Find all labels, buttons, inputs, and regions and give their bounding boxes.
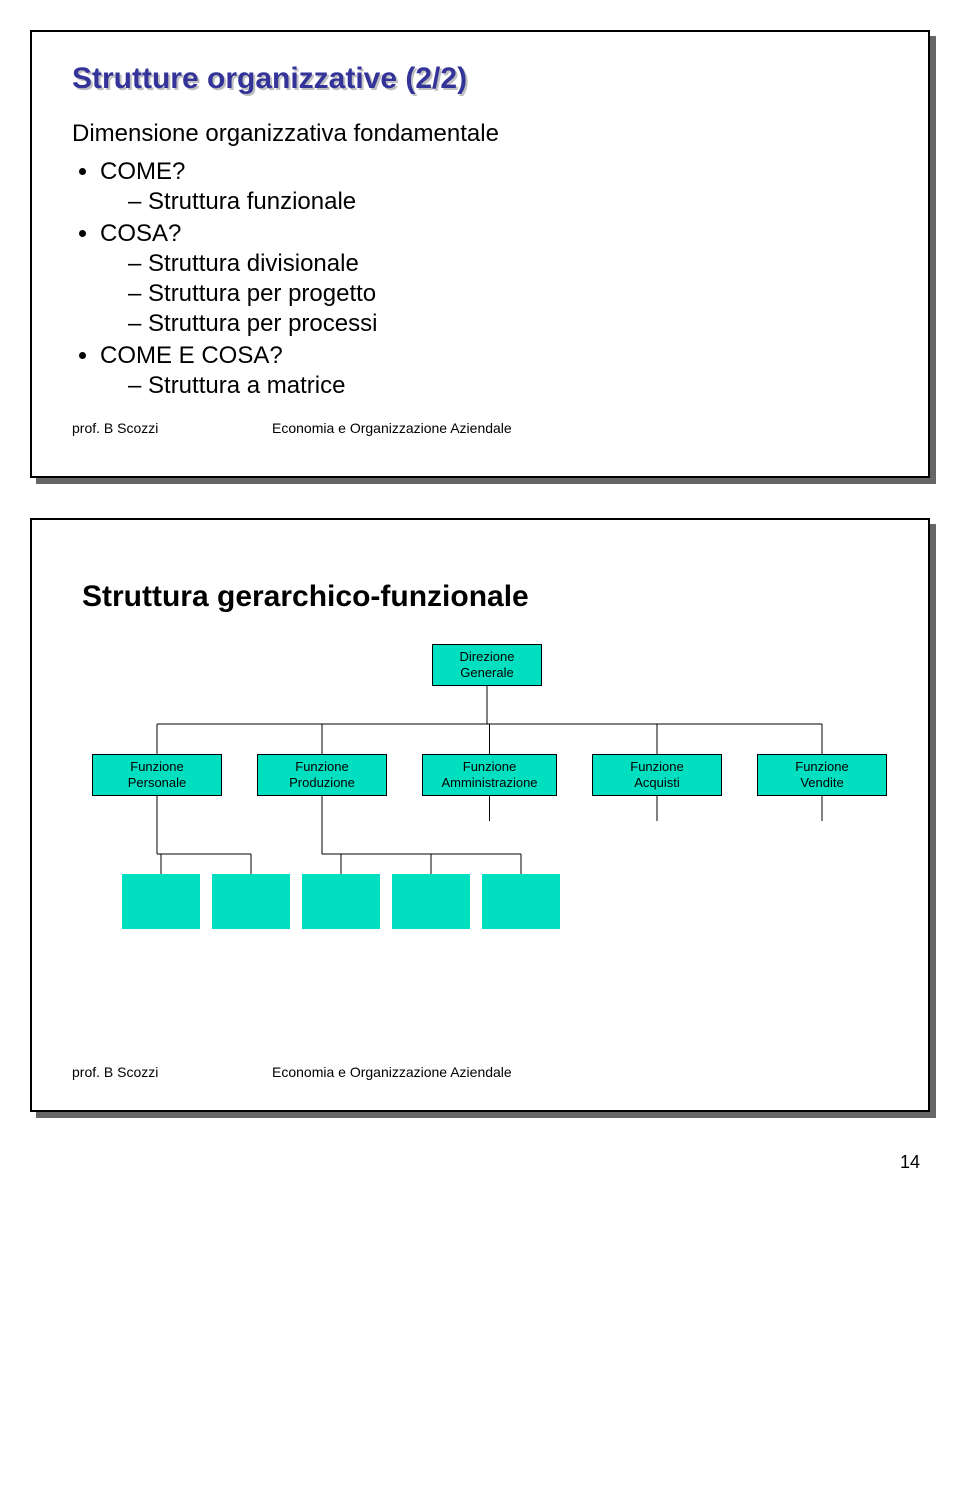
slide1-subtitle: Dimensione organizzativa fondamentale bbox=[72, 120, 888, 148]
org-block bbox=[122, 874, 200, 929]
org-block bbox=[392, 874, 470, 929]
org-node: FunzioneAcquisti bbox=[592, 754, 722, 796]
bullet-item: COSA?Struttura divisionaleStruttura per … bbox=[100, 220, 888, 338]
org-block bbox=[482, 874, 560, 929]
sub-bullet-item: Struttura funzionale bbox=[128, 188, 888, 216]
org-block bbox=[212, 874, 290, 929]
org-chart: DirezioneGenerale FunzionePersonale Funzio… bbox=[72, 644, 888, 1044]
sub-bullet-item: Struttura per progetto bbox=[128, 280, 888, 308]
org-node: FunzioneVendite bbox=[757, 754, 887, 796]
slide-1: Strutture organizzative (2/2) Dimensione… bbox=[30, 30, 930, 478]
page-number: 14 bbox=[0, 1152, 920, 1173]
bullet-item: COME E COSA?Struttura a matrice bbox=[100, 342, 888, 400]
slide-2: Struttura gerarchico-funzionale Direzion… bbox=[30, 518, 930, 1112]
footer-author: prof. B Scozzi bbox=[72, 420, 272, 436]
slide1-footer: prof. B Scozzi Economia e Organizzazione… bbox=[72, 420, 888, 436]
sub-bullet-item: Struttura divisionale bbox=[128, 250, 888, 278]
slide2-title: Struttura gerarchico-funzionale bbox=[82, 580, 888, 614]
footer-course: Economia e Organizzazione Aziendale bbox=[272, 420, 888, 436]
org-node: FunzioneAmministrazione bbox=[422, 754, 557, 796]
slide1-list: COME?Struttura funzionaleCOSA?Struttura … bbox=[72, 158, 888, 400]
sub-bullet-item: Struttura a matrice bbox=[128, 372, 888, 400]
bullet-item: COME?Struttura funzionale bbox=[100, 158, 888, 216]
sub-bullet-item: Struttura per processi bbox=[128, 310, 888, 338]
slide2-footer: prof. B Scozzi Economia e Organizzazione… bbox=[72, 1064, 888, 1080]
org-node: DirezioneGenerale bbox=[432, 644, 542, 686]
org-node: FunzionePersonale bbox=[92, 754, 222, 796]
footer-author: prof. B Scozzi bbox=[72, 1064, 272, 1080]
org-connectors bbox=[72, 644, 888, 1044]
footer-course: Economia e Organizzazione Aziendale bbox=[272, 1064, 888, 1080]
org-block bbox=[302, 874, 380, 929]
slide1-title: Strutture organizzative (2/2) bbox=[72, 62, 888, 96]
org-node: FunzioneProduzione bbox=[257, 754, 387, 796]
